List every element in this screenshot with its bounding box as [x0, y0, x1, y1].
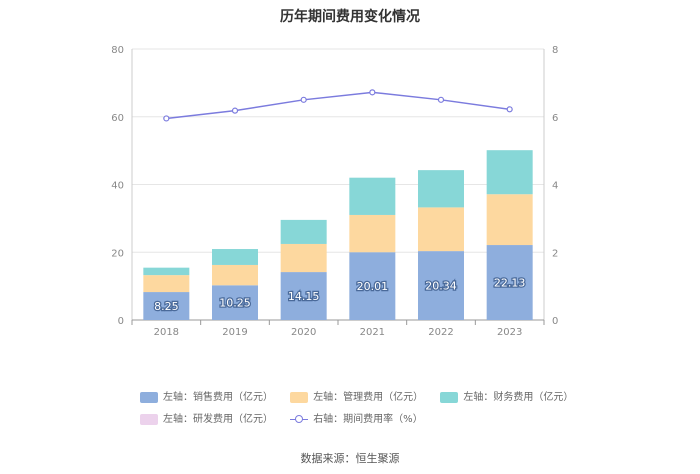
x-tick-label: 2018: [154, 327, 179, 338]
x-tick-label: 2022: [428, 327, 453, 338]
bar-segment-s2: [486, 150, 533, 195]
data-label-sales: 8.25: [154, 300, 179, 313]
data-label-sales: 14.15: [288, 290, 320, 303]
legend-item-finance[interactable]: 左轴：财务费用（亿元）: [440, 388, 573, 403]
bar-segment-s1: [486, 194, 533, 246]
y-left-tick-label: 20: [111, 248, 124, 259]
expense-ratio-point: [300, 96, 307, 103]
legend-swatch-expense-ratio: [290, 414, 309, 425]
expense-ratio-point: [437, 96, 445, 103]
bar-segment-s1: [280, 243, 327, 273]
y-right-tick-label: 2: [552, 248, 558, 259]
data-label-sales: 20.34: [425, 280, 457, 293]
bar-segment-s1: [212, 264, 258, 286]
legend-item-rnd[interactable]: 左轴：研发费用（亿元）: [140, 410, 273, 425]
data-label-sales: 20.01: [357, 280, 389, 293]
bar-segment-s0: [280, 272, 327, 320]
legend-label-expense-ratio: 右轴：期间费用率（%）: [313, 414, 423, 425]
legend-label-admin: 左轴：管理费用（亿元）: [313, 392, 424, 403]
legend-label-rnd: 左轴：研发费用（亿元）: [163, 414, 273, 425]
legend-item-expense-ratio[interactable]: 右轴：期间费用率（%）: [290, 410, 423, 425]
y-right-tick-label: 6: [552, 113, 558, 124]
bar-segment-s2: [418, 170, 464, 208]
chart-title: 历年期间费用变化情况: [280, 9, 420, 25]
legend-swatch-admin: [290, 391, 309, 403]
expense-ratio-point: [231, 107, 239, 114]
x-tick-label: 2021: [360, 327, 385, 338]
chart-plot: 0 20 40 60 80 0 2 4 6 8 2018 2019 2020 2021 2022 2023 8.…: [111, 45, 558, 338]
legend-label-sales: 左轴：销售费用（亿元）: [163, 392, 273, 403]
y-left-tick-label: 0: [118, 316, 124, 327]
bar-segment-s0: [418, 251, 464, 320]
legend-swatch-rnd: [140, 413, 158, 425]
legend-swatch-sales: [140, 391, 158, 403]
legend-swatch-finance: [440, 391, 459, 403]
bar-segment-s0: [486, 245, 533, 320]
y-left-tick-label: 80: [111, 45, 124, 56]
expense-ratio-point: [506, 106, 513, 113]
data-label-sales: 10.25: [219, 297, 251, 310]
y-right-tick-label: 4: [552, 181, 558, 192]
data-label-sales: 22.13: [494, 277, 526, 290]
expense-ratio-line: [166, 91, 510, 120]
bar-segment-s0: [212, 285, 258, 320]
bar-segment-s0: [143, 292, 190, 320]
expense-ratio-point: [369, 89, 376, 96]
source-note: 数据来源：恒生聚源: [300, 452, 400, 465]
x-tick-label: 2023: [497, 327, 522, 338]
expense-ratio-point: [163, 115, 170, 122]
bar-segment-s0: [349, 252, 396, 320]
bar-segment-s2: [349, 177, 396, 215]
legend-label-finance: 左轴：财务费用（亿元）: [463, 392, 574, 403]
bar-segment-s1: [418, 207, 464, 252]
y-left-tick-label: 40: [111, 181, 124, 192]
x-tick-label: 2020: [291, 327, 316, 338]
x-tick-label: 2019: [222, 327, 247, 338]
bar-segment-s1: [143, 275, 190, 293]
y-right-tick-label: 8: [552, 45, 558, 56]
y-right-tick-label: 0: [552, 316, 558, 327]
bar-segment-s1: [349, 214, 396, 253]
y-left-tick-label: 60: [111, 113, 124, 124]
legend-item-sales[interactable]: 左轴：销售费用（亿元）: [140, 388, 273, 403]
legend-item-admin[interactable]: 左轴：管理费用（亿元）: [290, 388, 423, 403]
chart-legend: 左轴：销售费用（亿元） 左轴：管理费用（亿元） 左轴：财务费用（亿元） 左轴：研…: [140, 388, 580, 432]
bar-segment-s2: [212, 249, 258, 265]
bar-segment-s2: [143, 267, 190, 276]
bar-segment-s2: [280, 219, 327, 244]
